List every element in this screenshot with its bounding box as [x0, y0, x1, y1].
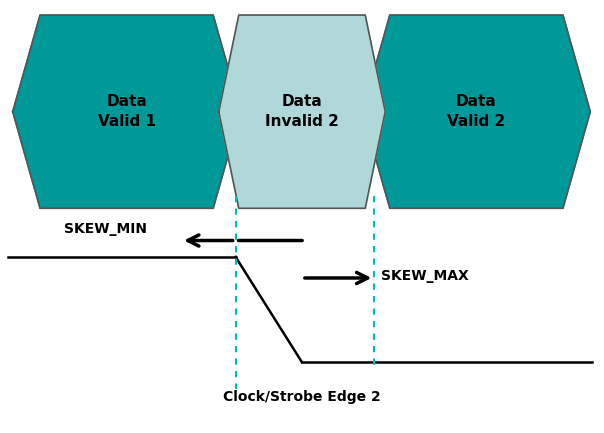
Text: Clock/Strobe Edge 2: Clock/Strobe Edge 2	[223, 391, 381, 404]
Text: SKEW_MAX: SKEW_MAX	[381, 268, 469, 283]
Text: SKEW_MIN: SKEW_MIN	[64, 222, 147, 236]
Polygon shape	[219, 15, 385, 208]
Text: Data
Invalid 2: Data Invalid 2	[265, 94, 339, 129]
Text: Data
Valid 1: Data Valid 1	[98, 94, 156, 129]
Polygon shape	[362, 15, 590, 208]
Polygon shape	[13, 15, 240, 208]
Text: Data
Valid 2: Data Valid 2	[447, 94, 506, 129]
